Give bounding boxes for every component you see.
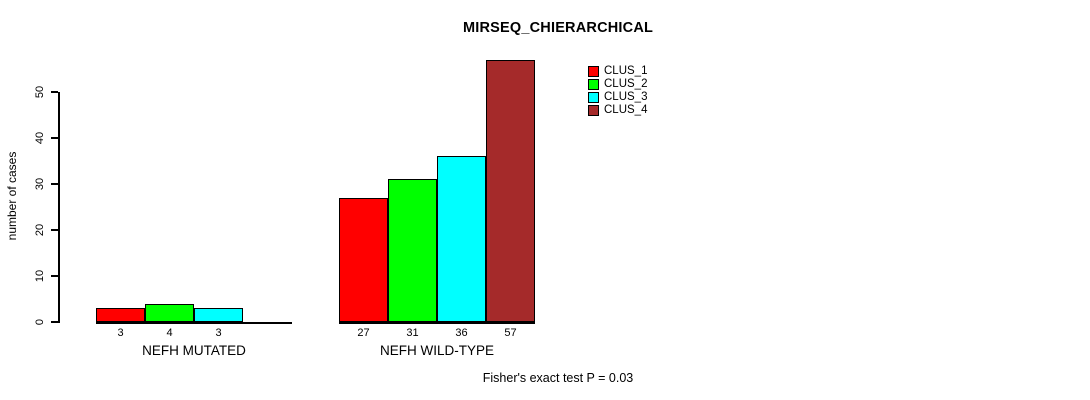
y-axis-tick — [51, 91, 58, 93]
bar-value-label-clus-1-nefh-wild-type: 27 — [357, 327, 370, 339]
legend-swatch-clus-1 — [588, 66, 599, 77]
bar-value-label-clus-3-nefh-wild-type: 36 — [455, 327, 468, 339]
y-axis-tick — [51, 183, 58, 185]
y-axis-tick — [51, 321, 58, 323]
y-axis-line — [58, 92, 60, 323]
legend-label-clus-4: CLUS_4 — [604, 104, 648, 116]
y-axis-tick-label: 20 — [34, 223, 46, 237]
legend-swatch-clus-3 — [588, 92, 599, 103]
bar-value-label-clus-2-nefh-mutated: 4 — [166, 327, 173, 339]
x-group-label-nefh-wild-type: NEFH WILD-TYPE — [379, 343, 494, 358]
y-axis-tick-label: 0 — [34, 318, 46, 326]
bar-value-label-clus-3-nefh-mutated: 3 — [215, 327, 222, 339]
y-axis-tick — [51, 229, 58, 231]
legend-label-clus-3: CLUS_3 — [604, 91, 648, 103]
bar-value-label-clus-1-nefh-mutated: 3 — [117, 327, 124, 339]
legend-item-clus-2: CLUS_2 — [588, 78, 647, 91]
legend-swatch-clus-2 — [588, 79, 599, 90]
legend-item-clus-3: CLUS_3 — [588, 91, 647, 104]
bar-clus-4-nefh-wild-type — [486, 59, 535, 322]
x-axis-baseline-nefh-wild-type — [339, 322, 535, 324]
bar-clus-3-nefh-wild-type — [437, 156, 486, 322]
y-axis-tick — [51, 275, 58, 277]
bar-clus-2-nefh-mutated — [145, 303, 194, 322]
y-axis-label: number of cases — [5, 151, 19, 241]
chart-title: MIRSEQ_CHIERARCHICAL — [462, 20, 654, 36]
legend-item-clus-4: CLUS_4 — [588, 104, 647, 117]
bar-clus-2-nefh-wild-type — [388, 179, 437, 322]
legend-swatch-clus-4 — [588, 105, 599, 116]
annotation-text: Fisher's exact test P = 0.03 — [482, 371, 634, 385]
y-axis-tick-label: 50 — [34, 85, 46, 99]
legend-item-clus-1: CLUS_1 — [588, 65, 647, 78]
x-group-label-nefh-mutated: NEFH MUTATED — [142, 343, 246, 358]
y-axis-tick — [51, 137, 58, 139]
bar-clus-1-nefh-mutated — [96, 308, 145, 322]
bar-clus-1-nefh-wild-type — [339, 197, 388, 322]
legend-label-clus-1: CLUS_1 — [604, 65, 648, 77]
y-axis-tick-label: 30 — [34, 177, 46, 191]
bar-clus-3-nefh-mutated — [194, 308, 243, 322]
y-axis-tick-label: 40 — [34, 131, 46, 145]
x-axis-baseline-nefh-mutated — [96, 322, 292, 324]
bar-value-label-clus-4-nefh-wild-type: 57 — [504, 327, 517, 339]
y-axis-tick-label: 10 — [34, 269, 46, 283]
legend: CLUS_1 CLUS_2 CLUS_3 CLUS_4 — [588, 65, 647, 117]
bar-value-label-clus-2-nefh-wild-type: 31 — [406, 327, 419, 339]
legend-label-clus-2: CLUS_2 — [604, 78, 648, 90]
